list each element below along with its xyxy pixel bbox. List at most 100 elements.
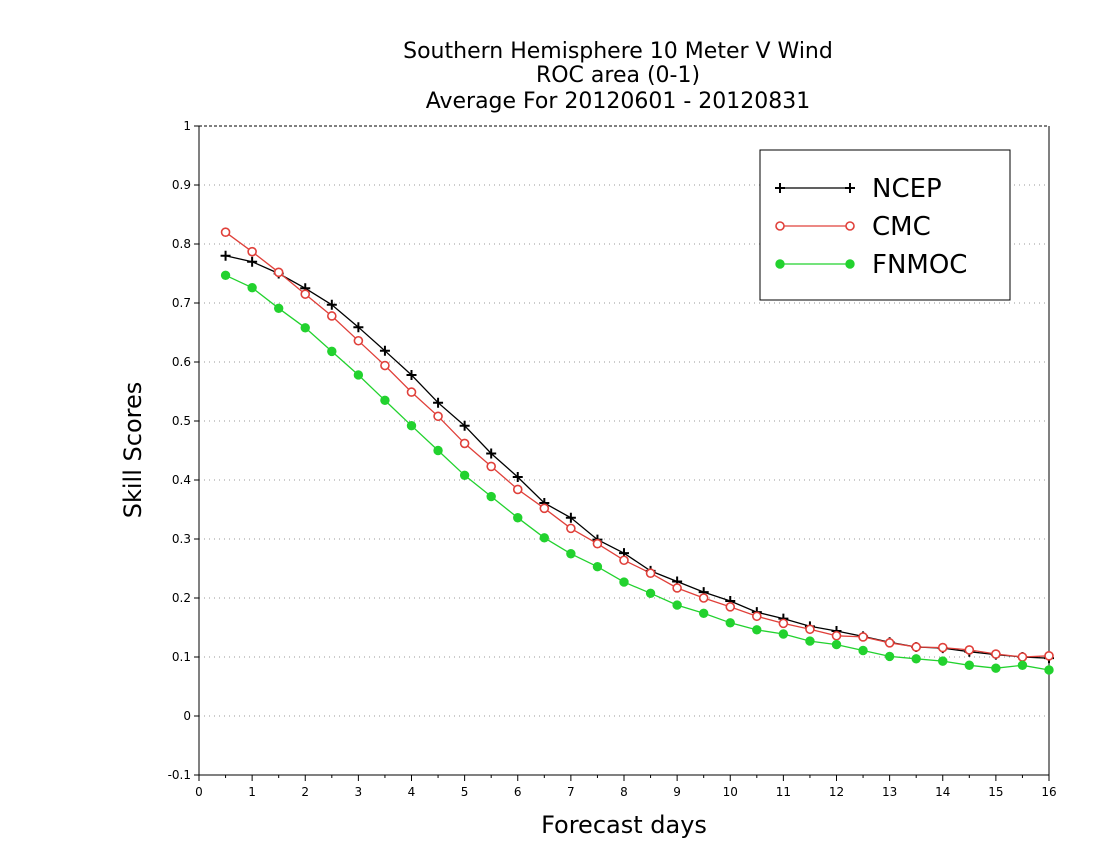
data-point-fnmoc [486, 491, 496, 502]
data-point-cmc [831, 630, 842, 641]
title-line-1: Southern Hemisphere 10 Meter V Wind [403, 39, 833, 64]
data-point-ncep [565, 512, 576, 523]
x-tick-label: 12 [829, 785, 844, 799]
x-tick-label: 4 [408, 785, 416, 799]
y-tick-label: 0.4 [172, 473, 191, 487]
title-line-3: Average For 20120601 - 20120831 [426, 89, 811, 114]
data-point-fnmoc [752, 625, 762, 635]
y-tick-label: 0.3 [172, 532, 191, 546]
data-point-cmc [486, 461, 496, 472]
legend-marker-ncep [775, 183, 785, 193]
data-point-fnmoc [1044, 665, 1054, 675]
legend-marker-cmc [775, 221, 785, 231]
data-point-fnmoc [805, 636, 815, 646]
series-line-fnmoc [225, 274, 1050, 671]
y-tick-label: 0.1 [172, 650, 191, 664]
data-point-cmc [247, 246, 257, 257]
data-point-fnmoc [327, 346, 337, 357]
data-point-ncep [433, 397, 444, 408]
data-point-cmc [380, 360, 390, 371]
legend-label-fnmoc: FNMOC [872, 250, 967, 280]
data-point-cmc [937, 642, 948, 653]
data-point-fnmoc [220, 270, 231, 280]
y-tick-label: -0.1 [168, 768, 191, 782]
data-point-cmc [752, 611, 762, 622]
data-point-fnmoc [513, 513, 523, 523]
data-point-ncep [247, 256, 258, 267]
data-point-ncep [220, 250, 231, 261]
x-tick-label: 16 [1041, 785, 1056, 799]
data-point-cmc [858, 632, 868, 642]
data-point-cmc [698, 593, 709, 603]
data-point-cmc [220, 227, 231, 237]
y-tick-label: 1 [183, 119, 191, 133]
y-tick-label: 0.5 [172, 414, 191, 428]
data-point-ncep [406, 369, 417, 380]
series-ncep [220, 250, 1054, 664]
data-point-fnmoc [619, 577, 629, 587]
legend-label-cmc: CMC [872, 212, 931, 242]
series-fnmoc [220, 270, 1054, 675]
legend-marker-fnmoc [845, 259, 855, 269]
data-point-cmc [592, 538, 603, 549]
data-point-cmc [991, 649, 1001, 659]
data-point-cmc [433, 411, 443, 422]
x-tick-label: 0 [195, 785, 203, 799]
title-line-2: ROC area (0-1) [536, 63, 700, 88]
x-tick-label: 14 [935, 785, 950, 799]
y-tick-label: 0.2 [172, 591, 191, 605]
data-point-cmc [512, 484, 523, 495]
data-point-fnmoc [884, 651, 895, 662]
data-point-cmc [539, 503, 550, 514]
legend-box [759, 149, 1011, 301]
data-point-fnmoc [592, 562, 603, 572]
x-tick-label: 1 [248, 785, 256, 799]
x-tick-label: 6 [514, 785, 522, 799]
chart-title: Southern Hemisphere 10 Meter V Wind ROC … [403, 39, 833, 114]
data-point-ncep [326, 299, 337, 310]
data-point-fnmoc [991, 663, 1001, 673]
data-point-fnmoc [964, 660, 975, 670]
x-tick-label: 13 [882, 785, 897, 799]
data-point-cmc [964, 645, 975, 655]
data-point-cmc [911, 642, 921, 652]
gridlines [199, 184, 1049, 717]
data-point-fnmoc [645, 588, 656, 598]
data-point-ncep [459, 420, 470, 431]
y-tick-label: 0.9 [172, 178, 191, 192]
x-tick-label: 2 [301, 785, 309, 799]
legend: NCEP CMC FNMOC [759, 149, 1011, 301]
data-point-fnmoc [380, 395, 390, 406]
data-point-fnmoc [539, 533, 550, 543]
data-point-fnmoc [459, 470, 470, 480]
y-tick-label: 0.8 [172, 237, 191, 251]
data-point-cmc [725, 602, 736, 612]
data-point-cmc [1017, 652, 1028, 662]
legend-marker-fnmoc [775, 259, 785, 269]
x-axis-title: Forecast days [541, 811, 707, 839]
y-tick-label: 0.7 [172, 296, 191, 310]
y-tick-label: 0.6 [172, 355, 191, 369]
series-lines [220, 227, 1054, 675]
data-point-fnmoc [858, 645, 868, 656]
legend-marker-ncep [845, 183, 855, 193]
y-axis-title: Skill Scores [119, 382, 147, 519]
data-point-fnmoc [406, 421, 417, 431]
data-point-cmc [327, 311, 337, 321]
legend-label-ncep: NCEP [872, 174, 942, 204]
x-tick-label: 3 [355, 785, 363, 799]
data-point-fnmoc [672, 600, 682, 610]
data-point-fnmoc [938, 656, 948, 666]
y-tick-label: 0 [183, 709, 191, 723]
data-point-fnmoc [911, 654, 921, 664]
data-point-ncep [512, 472, 523, 483]
data-point-fnmoc [566, 549, 576, 559]
data-point-fnmoc [433, 445, 443, 456]
data-point-fnmoc [300, 323, 310, 333]
data-point-cmc [273, 267, 284, 278]
data-point-fnmoc [1017, 660, 1028, 670]
data-point-fnmoc [273, 303, 284, 314]
legend-marker-cmc [845, 221, 855, 231]
